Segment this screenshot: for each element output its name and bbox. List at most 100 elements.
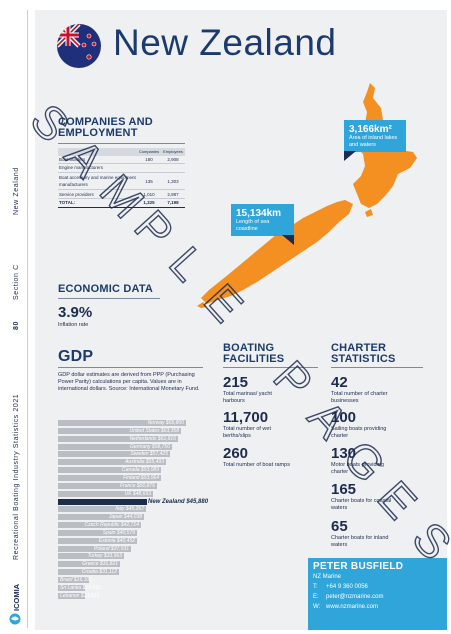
gdp-bar-label: Lebanon $13,623 (60, 592, 99, 599)
gdp-bar (58, 420, 186, 426)
table-cell-employees: 7,198 (161, 198, 185, 208)
table-cell-employees: 2,987 (161, 189, 185, 199)
gdp-note: GDP dollar estimates are derived from PP… (58, 372, 200, 392)
gdp-bar-label: United States $63,358 (129, 427, 179, 434)
gdp-bar (58, 459, 166, 466)
lakes-label: Area of inland lakes and waters (349, 135, 398, 148)
contact-website[interactable]: www.nzmarine.com (326, 604, 379, 610)
marinas-label: Total marinas/ yacht harbours (223, 391, 272, 404)
gdp-bar-label: Finland $53,064 (123, 474, 159, 481)
contact-card: PETER BUSFIELD NZ Marine T: +64 9 360 00… (308, 558, 447, 630)
gdp-bar-label: UK $48,693 (124, 490, 151, 497)
table-row: Boat accessory and marine equipment manu… (58, 172, 185, 191)
contact-email-row: E: peter@nzmarine.com (313, 592, 442, 602)
table-header-cell: Employees (161, 148, 185, 156)
coastal-charter-label: Charter boats for coastal waters (331, 498, 392, 511)
gdp-bar-label: Sweden $57,425 (130, 451, 168, 458)
page-title: New Zealand (113, 22, 337, 63)
coast-label: Length of sea coastline (236, 219, 270, 232)
table-cell-employees (161, 163, 185, 173)
nz-flag-icon (57, 24, 101, 68)
contact-name: PETER BUSFIELD (313, 561, 404, 572)
sailing-boats-label: Sailing boats providing charter (331, 426, 387, 439)
lakes-callout-pointer (344, 151, 356, 161)
table-row-label: Boat builders (58, 155, 137, 165)
contact-phone[interactable]: +64 9 360 0056 (326, 584, 368, 590)
gdp-bar (58, 482, 157, 489)
gdp-bar (58, 506, 146, 513)
table-cell-employees: 1,303 (161, 172, 185, 191)
marinas-value: 215 (223, 374, 249, 391)
gdp-bar (58, 490, 153, 497)
gdp-bar (58, 451, 170, 458)
companies-underline (58, 143, 185, 144)
web-key: W: (313, 604, 321, 610)
economic-underline (58, 298, 160, 299)
gdp-bar-label: Croatia $31,112 (81, 569, 117, 576)
lakes-value: 3,166km² (349, 124, 392, 135)
boating-heading: BOATING FACILITIES (223, 342, 285, 365)
gdp-heading: GDP (58, 348, 94, 365)
nz-map (195, 78, 425, 308)
economic-heading: ECONOMIC DATA (58, 283, 154, 295)
gdp-bar (58, 427, 181, 434)
page-number: 80 (13, 321, 20, 330)
gdp-bar-label: Poland $37,531 (93, 545, 129, 552)
contact-phone-row: T: +64 9 360 0056 (313, 582, 442, 592)
side-country-label: New Zealand (13, 167, 20, 215)
ramps-label: Total number of boat ramps (223, 462, 290, 468)
contact-email[interactable]: peter@nzmarine.com (326, 594, 384, 600)
table-cell-companies: 135 (137, 172, 161, 191)
coast-callout: 15,134km Length of sea coastline (231, 204, 294, 236)
table-row-label: TOTAL: (58, 198, 137, 208)
gdp-bar-label: Canada $53,089 (122, 467, 159, 474)
gdp-bar (58, 561, 120, 568)
section-label: Section C (13, 264, 20, 300)
icomia-logo: ICOMIA (8, 574, 22, 626)
inflation-value: 3.9% (58, 304, 93, 321)
table-row-label: Boat accessory and marine equipment manu… (58, 172, 137, 191)
inflation-label: Inflation rate (58, 322, 89, 328)
gdp-bar (58, 569, 119, 576)
table-header-cell (58, 148, 137, 156)
motor-boats-label: Motor boats providing charter (331, 462, 384, 475)
table-header-cell: Companies (137, 148, 161, 156)
gdp-bar (58, 467, 161, 474)
gdp-bar-label: Czech Republic $42,714 (84, 522, 139, 529)
charter-heading: CHARTER STATISTICS (331, 342, 396, 365)
coast-callout-pointer (282, 235, 294, 245)
charter-underline (331, 367, 423, 368)
gdp-bar (58, 537, 137, 544)
gdp-bar (58, 435, 178, 442)
gdp-underline (58, 367, 203, 368)
contact-org: NZ Marine (313, 574, 342, 580)
ramps-value: 260 (223, 445, 249, 462)
cook-strait-islands-shape (365, 209, 373, 217)
table-row: Service providers 1,010 2,987 (58, 189, 185, 199)
table-cell-companies: 180 (137, 155, 161, 165)
table-total-row: TOTAL: 1,325 7,198 (58, 198, 185, 208)
companies-heading: COMPANIES AND EMPLOYMENT (58, 116, 153, 139)
lakes-callout: 3,166km² Area of inland lakes and waters (344, 120, 406, 152)
gdp-bar (58, 545, 131, 552)
gdp-bar-label: Italy $45,267 (115, 506, 144, 513)
inland-charter-value: 65 (331, 518, 348, 535)
gdp-bar-label: Spain $40,579 (102, 529, 135, 536)
gdp-bar (58, 443, 172, 450)
motor-boats-value: 130 (331, 445, 357, 462)
gdp-bar-label: New Zealand $45,880 (148, 498, 209, 505)
table-row-label: Engine manufacturers (58, 163, 137, 173)
icomia-logo-text: ICOMIA (12, 583, 21, 611)
berths-label: Total number of wet berths/slips (223, 426, 271, 439)
table-row-label: Service providers (58, 189, 137, 199)
gdp-bar-label: Japan $44,038 (108, 514, 142, 521)
table-cell-companies (137, 163, 161, 173)
boating-underline (223, 367, 318, 368)
gdp-bar-label: Greece $31,821 (82, 561, 118, 568)
side-rule (27, 10, 28, 628)
table-row: Engine manufacturers (58, 163, 185, 173)
gdp-bar-label: Norway $65,800 (147, 420, 184, 426)
gdp-bar (58, 577, 89, 583)
stewart-island-shape (197, 302, 207, 308)
